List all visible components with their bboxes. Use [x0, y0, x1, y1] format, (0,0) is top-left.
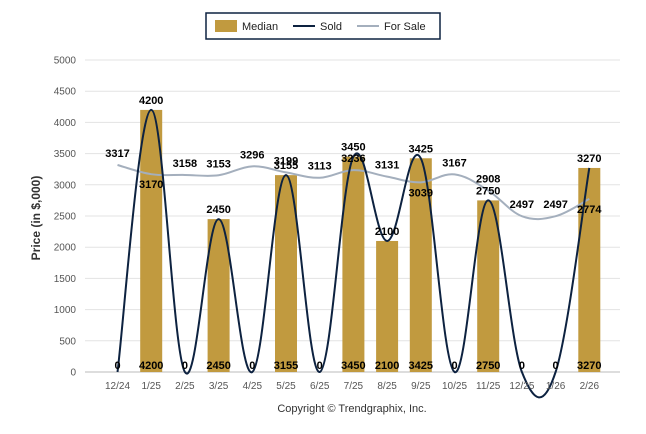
legend-sold-label: Sold	[320, 21, 342, 33]
y-axis-title: Price (in $,000)	[29, 176, 43, 261]
median-value-label: 0	[182, 360, 188, 372]
x-tick-label: 4/25	[243, 381, 263, 392]
y-tick-label: 4500	[54, 87, 77, 98]
median-bar	[477, 200, 500, 372]
x-tick-label: 1/26	[546, 381, 566, 392]
legend: Median Sold For Sale	[205, 12, 441, 40]
for-sale-value-label: 3236	[341, 153, 365, 165]
for-sale-value-label: 3131	[375, 160, 399, 172]
y-tick-label: 5000	[54, 56, 77, 67]
sold-value-label: 3450	[341, 142, 365, 154]
median-bar	[578, 167, 601, 372]
x-tick-label: 12/24	[105, 381, 130, 392]
median-value-label: 2100	[375, 360, 399, 372]
for-sale-value-label: 3158	[173, 158, 197, 170]
copyright-text: Copyright © Trendgraphix, Inc.	[277, 403, 426, 415]
median-value-label: 3155	[274, 360, 298, 372]
median-value-label: 0	[519, 360, 525, 372]
legend-median-swatch	[215, 20, 237, 32]
x-tick-label: 10/25	[442, 381, 467, 392]
for-sale-value-label: 3170	[139, 179, 163, 191]
median-bar	[275, 175, 297, 372]
y-axis: 0 500 1000 1500 2000 2500 3000 3500 4000 4500 5000	[54, 56, 77, 379]
y-tick-label: 1000	[54, 305, 77, 316]
sold-line	[116, 108, 591, 399]
for-sale-line	[117, 164, 590, 221]
x-tick-label: 1/25	[141, 381, 161, 392]
median-value-label: 2750	[476, 360, 500, 372]
sold-value-label: 3155	[274, 160, 298, 172]
x-tick-label: 11/25	[476, 381, 501, 392]
for-sale-value-label: 3167	[442, 157, 466, 169]
median-value-label: 0	[451, 360, 457, 372]
for-sale-value-label: 3296	[240, 149, 264, 161]
x-tick-label: 6/25	[310, 381, 330, 392]
median-value-label: 2450	[206, 360, 230, 372]
x-tick-label: 2/25	[175, 381, 195, 392]
legend-for-sale-label: For Sale	[384, 21, 426, 33]
median-value-label: 0	[114, 360, 120, 372]
sold-value-label: 2100	[375, 226, 399, 238]
for-sale-value-label: 2774	[577, 204, 602, 216]
x-axis: 12/24 1/25 2/25 3/25 4/25 5/25 6/25 7/25 8/25 9/2…	[105, 381, 599, 392]
x-tick-label: 5/25	[276, 381, 296, 392]
median-value-label: 3270	[577, 360, 601, 372]
for-sale-value-label: 2497	[543, 199, 567, 211]
y-tick-label: 2000	[54, 243, 77, 254]
median-value-label: 3450	[341, 360, 365, 372]
y-tick-label: 2500	[54, 212, 77, 223]
median-bar	[409, 158, 432, 372]
sold-value-label: 3425	[409, 143, 433, 155]
y-tick-label: 1500	[54, 274, 77, 285]
x-tick-label: 8/25	[377, 381, 397, 392]
for-sale-value-label: 3153	[206, 158, 230, 170]
for-sale-value-label: 2908	[476, 174, 500, 186]
for-sale-value-label: 3113	[308, 161, 332, 173]
x-tick-label: 3/25	[209, 381, 229, 392]
median-bar	[342, 156, 365, 372]
legend-box	[205, 12, 441, 40]
sold-value-label: 3270	[577, 153, 601, 165]
median-value-label: 4200	[139, 360, 163, 372]
median-bars	[140, 109, 601, 373]
y-tick-label: 0	[70, 368, 76, 379]
for-sale-value-label: 3317	[105, 148, 129, 160]
median-value-label: 0	[317, 360, 323, 372]
x-tick-label: 9/25	[411, 381, 431, 392]
series-lines	[116, 108, 591, 399]
data-labels: 0 4200 0 2450 0 3155 0 3450 2100 3425 0 2750 0 0 3270 4…	[105, 95, 602, 372]
sold-value-label: 4200	[139, 95, 163, 107]
median-bar	[140, 109, 163, 373]
y-tick-label: 4000	[54, 118, 77, 129]
x-tick-label: 2/26	[580, 381, 600, 392]
sold-value-label: 2750	[476, 185, 500, 197]
median-bar	[207, 219, 230, 372]
x-tick-label: 7/25	[344, 381, 364, 392]
median-bar	[376, 240, 399, 372]
y-tick-label: 3000	[54, 180, 77, 191]
median-value-label: 0	[553, 360, 559, 372]
for-sale-value-label: 3199	[274, 155, 298, 167]
x-tick-label: 12/25	[509, 381, 534, 392]
for-sale-value-label: 2497	[510, 199, 534, 211]
for-sale-value-label: 3039	[409, 187, 433, 199]
sold-value-label: 2450	[206, 204, 230, 216]
median-value-label: 0	[249, 360, 255, 372]
legend-median-label: Median	[242, 21, 278, 33]
median-value-label: 3425	[409, 360, 433, 372]
y-tick-label: 3500	[54, 149, 77, 160]
y-tick-label: 500	[59, 336, 76, 347]
